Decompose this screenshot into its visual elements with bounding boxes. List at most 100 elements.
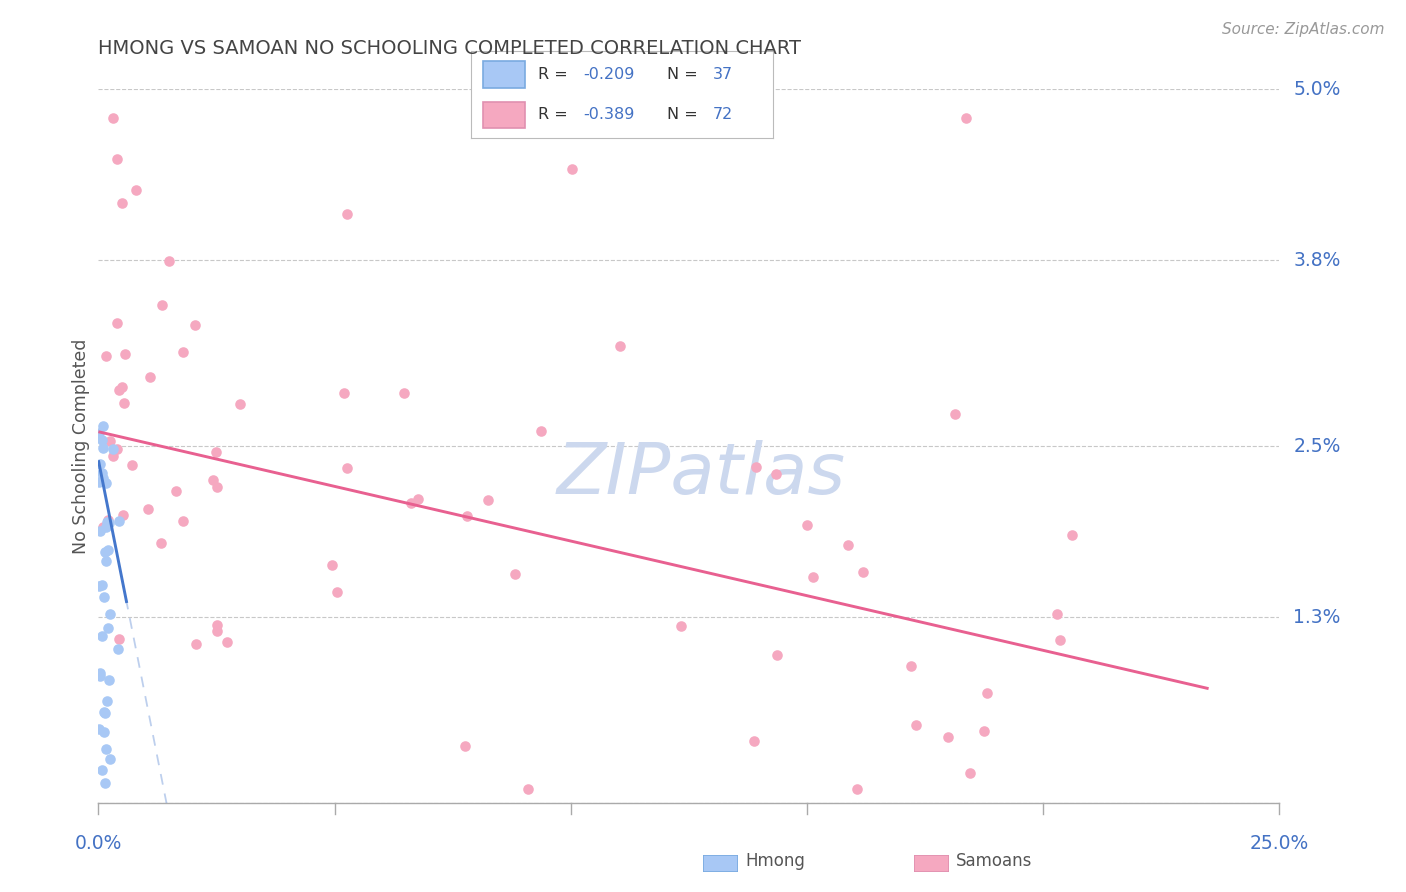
Point [976,686,998,700]
Point [801,570,824,584]
Bar [484,102,526,128]
Point [900,658,922,673]
Point [186,637,208,651]
Point [97,621,120,635]
Point [184,318,207,332]
Point [96,694,118,708]
Y-axis label: No Schooling Completed: No Schooling Completed [72,338,90,554]
Point [111,508,134,523]
Text: 2.5%: 2.5% [1294,436,1341,456]
Point [100,434,122,449]
Point [205,618,228,632]
Point [336,206,359,220]
Point [150,536,173,550]
Point [172,345,194,359]
Point [94,476,117,491]
Text: Samoans: Samoans [956,852,1032,870]
Point [101,111,124,125]
Text: -0.389: -0.389 [583,107,634,122]
Point [89,457,111,471]
Point [105,152,128,166]
Text: ZIPatlas: ZIPatlas [557,440,845,509]
Point [744,734,766,748]
Point [98,516,121,530]
Point [89,669,111,683]
Point [91,577,114,591]
Point [97,513,120,527]
Text: -0.209: -0.209 [583,67,634,82]
Point [94,545,117,559]
Point [98,607,121,621]
Point [943,407,966,421]
Point [406,491,429,506]
Point [745,459,768,474]
Point [766,648,789,662]
Point [955,111,977,125]
Point [90,764,112,778]
Point [765,467,787,482]
Text: 72: 72 [713,107,733,122]
Text: 0.0%: 0.0% [75,834,122,853]
Point [165,483,187,498]
Point [905,718,928,732]
Point [321,558,343,572]
Point [136,502,159,516]
Text: R =: R = [537,67,572,82]
Text: 5.0%: 5.0% [1294,79,1341,99]
Point [107,641,129,656]
Point [94,554,117,568]
Text: N =: N = [668,107,703,122]
Point [114,347,136,361]
Point [1046,607,1069,621]
Point [215,635,238,649]
Point [91,441,114,455]
Bar [484,62,526,87]
Point [229,397,252,411]
Point [94,706,117,720]
Point [205,624,228,638]
Point [100,752,122,766]
Point [936,730,959,744]
Point [517,781,540,796]
Point [97,543,120,558]
Text: R =: R = [537,107,572,122]
Point [121,458,143,473]
Point [172,514,194,528]
Point [138,370,160,384]
Point [326,584,349,599]
Point [1049,632,1071,647]
Text: Hmong: Hmong [745,852,806,870]
Point [530,424,553,438]
Point [94,775,117,789]
Point [91,433,114,447]
Point [336,461,359,475]
Point [91,519,114,533]
Point [87,722,110,736]
Point [108,383,131,397]
Text: Source: ZipAtlas.com: Source: ZipAtlas.com [1222,22,1385,37]
Point [94,349,117,363]
Point [89,475,111,489]
Point [204,445,226,459]
Point [96,515,118,529]
Point [96,742,118,756]
Point [561,162,583,177]
Text: 1.3%: 1.3% [1294,607,1341,627]
Point [101,450,124,464]
Point [150,298,173,312]
Point [503,567,526,582]
Point [392,386,415,401]
Point [796,517,818,532]
Point [669,619,692,633]
Point [91,419,114,434]
Point [87,425,110,440]
Point [93,590,115,604]
Text: N =: N = [668,67,703,82]
Point [91,471,114,485]
Point [96,520,118,534]
Point [111,380,134,394]
Point [105,442,128,456]
Point [399,496,422,510]
Point [973,723,995,738]
Point [125,183,148,197]
